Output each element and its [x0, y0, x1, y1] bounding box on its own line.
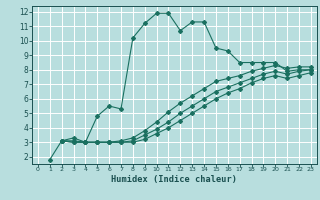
- X-axis label: Humidex (Indice chaleur): Humidex (Indice chaleur): [111, 175, 237, 184]
